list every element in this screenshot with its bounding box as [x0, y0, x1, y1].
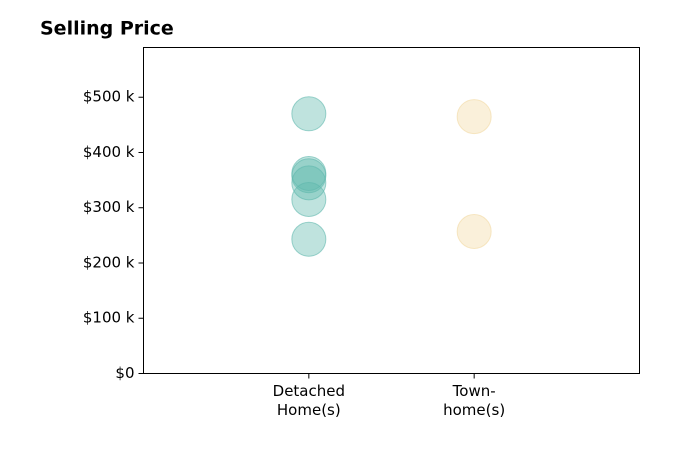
y-tick-label: $400 k: [83, 143, 135, 161]
y-tick-label: $300 k: [83, 198, 135, 216]
x-tick-label: Detached Home(s): [272, 381, 345, 419]
x-tick-label: Town- home(s): [443, 381, 506, 419]
point: [291, 96, 327, 132]
point: [456, 213, 492, 249]
chart-title: Selling Price: [40, 18, 174, 40]
y-tick-label: $0: [115, 364, 134, 382]
plot-frame: [143, 47, 640, 374]
point: [291, 181, 327, 217]
y-tick-label: $500 k: [83, 88, 135, 106]
y-tick-label: $200 k: [83, 253, 135, 271]
point: [456, 99, 492, 135]
y-tick-label: $100 k: [83, 309, 135, 327]
point: [291, 221, 327, 257]
